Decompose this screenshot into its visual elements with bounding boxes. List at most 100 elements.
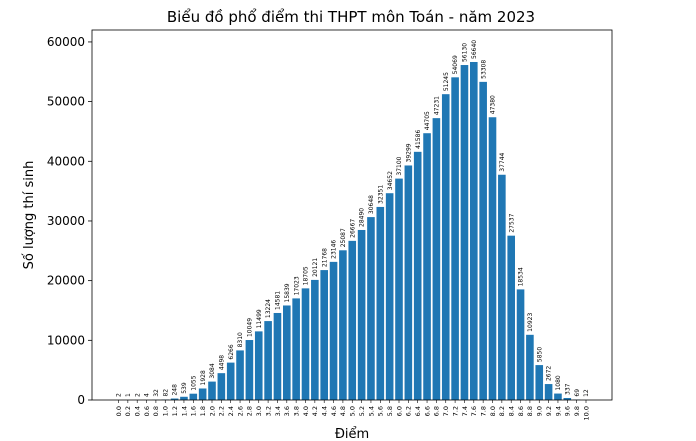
- data-label: 248: [172, 384, 179, 396]
- data-label: 47380: [490, 95, 497, 114]
- bar-8.4: [507, 235, 515, 400]
- data-label: 10049: [247, 318, 254, 337]
- data-label: 13224: [265, 299, 272, 318]
- bar-4.4: [320, 270, 328, 400]
- bar-6.6: [423, 133, 431, 400]
- x-tick-label: 9.0: [536, 406, 544, 416]
- data-label: 6266: [228, 344, 235, 359]
- x-tick-label: 4.2: [311, 406, 319, 416]
- bar-4.8: [339, 250, 347, 400]
- x-tick-label: 4.8: [339, 406, 347, 416]
- x-tick-label: 9.8: [573, 406, 581, 416]
- x-tick-label: 2.0: [208, 406, 216, 416]
- x-tick-label: 2.6: [236, 406, 244, 416]
- bar-1.2: [170, 398, 179, 400]
- x-tick-label: 1.4: [180, 406, 188, 416]
- x-tick-label: 3.2: [264, 406, 272, 416]
- x-tick-label: 6.2: [405, 406, 413, 416]
- x-tick-label: 1.0: [162, 406, 170, 416]
- bar-6.4: [413, 151, 422, 400]
- data-label: 1928: [200, 370, 207, 385]
- y-tick-label: 30000: [47, 214, 85, 228]
- x-tick-label: 5.4: [367, 406, 375, 416]
- data-label: 37744: [499, 152, 506, 171]
- data-label: 1055: [190, 375, 197, 390]
- x-tick-label: 7.2: [451, 406, 459, 416]
- bar-8.6: [516, 289, 525, 400]
- bar-5.6: [376, 206, 385, 400]
- x-tick-label: 6.0: [395, 406, 403, 416]
- bar-1.4: [180, 396, 188, 400]
- bar-3.4: [273, 312, 282, 400]
- bar-5.8: [385, 193, 394, 400]
- x-tick-label: 7.6: [470, 406, 478, 416]
- data-label: 47231: [434, 96, 441, 115]
- x-tick-label: 6.8: [433, 406, 441, 416]
- x-tick-label: 3.6: [283, 406, 291, 416]
- x-tick-label: 9.4: [554, 406, 562, 416]
- x-tick-label: 4.0: [302, 406, 310, 416]
- bar-5.2: [357, 229, 366, 400]
- data-label: 54069: [452, 55, 459, 74]
- bar-9.4: [554, 393, 562, 400]
- x-tick-label: 3.4: [274, 406, 282, 416]
- bar-9.6: [563, 397, 572, 400]
- x-tick-label: 1.8: [199, 406, 207, 416]
- data-label: 20121: [312, 258, 319, 277]
- data-label: 14581: [275, 291, 282, 310]
- data-label: 41586: [415, 130, 422, 149]
- bar-9.2: [544, 384, 553, 400]
- x-tick-label: 2.4: [227, 406, 235, 416]
- data-label: 2: [134, 393, 141, 397]
- bar-7.6: [470, 61, 478, 401]
- bar-2.2: [217, 373, 226, 400]
- data-label: 82: [162, 389, 169, 397]
- bar-3.0: [254, 331, 263, 400]
- x-tick-label: 0.6: [143, 406, 151, 416]
- bar-7.2: [451, 77, 459, 400]
- x-tick-label: 6.4: [414, 406, 422, 416]
- x-tick-label: 7.4: [461, 406, 469, 416]
- bar-2.8: [245, 340, 254, 400]
- data-label: 69: [574, 389, 581, 397]
- x-tick-label: 8.6: [517, 406, 525, 416]
- y-axis-label: Số lượng thí sinh: [22, 161, 37, 270]
- bar-6.2: [404, 165, 413, 400]
- x-tick-label: 9.2: [545, 406, 553, 416]
- bar-7.4: [460, 65, 469, 400]
- data-label: 51245: [443, 72, 450, 91]
- data-label: 44705: [424, 111, 431, 130]
- data-label: 2: [116, 393, 123, 397]
- data-label: 4498: [218, 355, 225, 370]
- data-label: 37100: [396, 156, 403, 175]
- x-tick-label: 4.6: [330, 406, 338, 416]
- data-label: 1: [125, 393, 132, 397]
- data-label: 30648: [368, 195, 375, 214]
- y-tick-label: 50000: [47, 95, 85, 109]
- data-label: 5850: [536, 347, 543, 362]
- x-tick-label: 10.0: [582, 406, 590, 420]
- data-label: 8310: [237, 332, 244, 347]
- x-tick-label: 5.8: [386, 406, 394, 416]
- data-label: 2672: [546, 366, 553, 381]
- data-label: 56640: [471, 40, 478, 59]
- bar-3.8: [292, 298, 300, 400]
- data-label: 53308: [480, 60, 487, 79]
- data-label: 32351: [377, 185, 384, 204]
- x-tick-label: 4.4: [321, 406, 329, 416]
- data-label: 17023: [293, 276, 300, 295]
- data-label: 34652: [387, 171, 394, 190]
- bar-7.8: [479, 81, 487, 401]
- data-label: 25087: [340, 228, 347, 247]
- x-tick-label: 2.2: [218, 406, 226, 416]
- x-tick-label: 8.8: [526, 406, 534, 416]
- bar-8.8: [526, 334, 534, 400]
- data-label: 27537: [508, 213, 515, 232]
- x-tick-label: 8.0: [489, 406, 497, 416]
- data-label: 539: [181, 382, 188, 394]
- data-label: 3084: [209, 363, 216, 378]
- y-tick-label: 60000: [47, 35, 85, 49]
- bar-1.8: [198, 388, 207, 400]
- data-label: 18705: [303, 266, 310, 285]
